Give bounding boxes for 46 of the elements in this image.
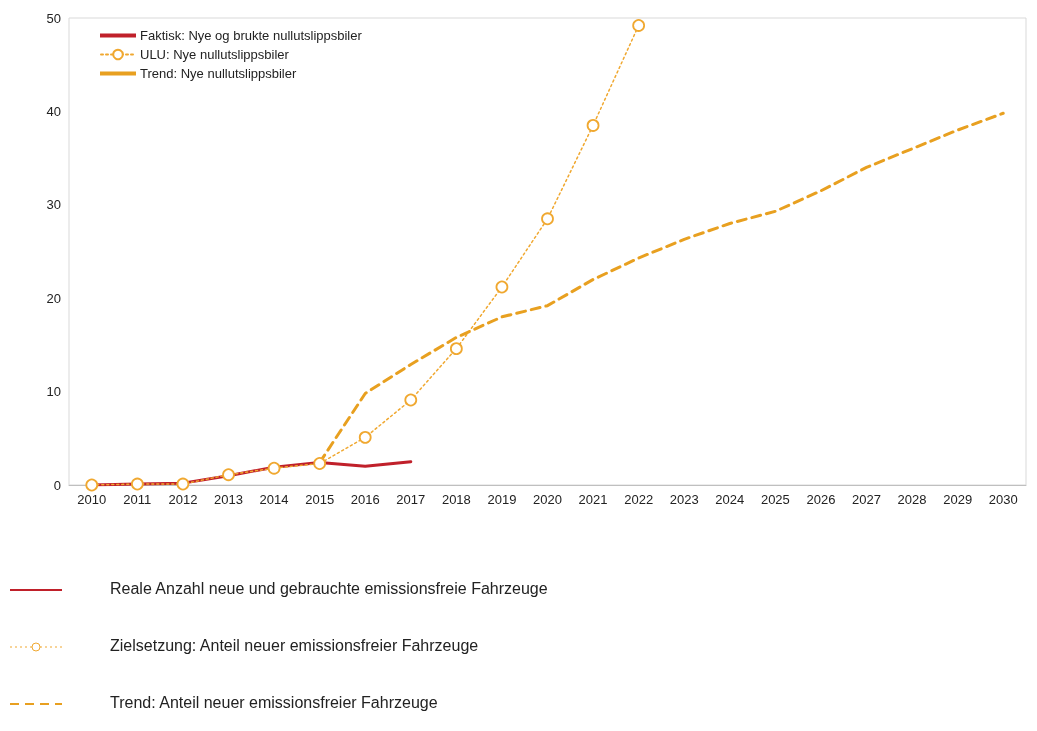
point	[267, 461, 281, 475]
x-tick-label: 2026	[806, 492, 836, 507]
point	[85, 478, 99, 492]
text: Zielsetzung: Anteil neuer emissionsfreier Fahrzeuge	[110, 637, 479, 655]
point	[130, 477, 144, 491]
x-tick-label: 2020	[533, 492, 562, 507]
point	[222, 468, 235, 482]
x-tick-label: 2015	[305, 492, 335, 507]
x-tick-label: 2022	[624, 492, 654, 507]
point	[586, 119, 600, 132]
point	[176, 477, 190, 491]
y-tick-label: 0	[53, 477, 61, 493]
x-tick-label: 2011	[123, 492, 152, 507]
x-tick-label: 2014	[259, 492, 289, 507]
x-tick-label: 2030	[988, 492, 1018, 507]
point	[449, 342, 463, 356]
x-tick-label: 2024	[715, 492, 745, 507]
x-tick-label: 2018	[441, 492, 471, 507]
x-tick-label: 2027	[852, 492, 881, 507]
point	[495, 280, 509, 294]
point	[313, 457, 327, 470]
legend-label: Trend: Nye nullutslippsbiler	[140, 66, 297, 81]
x-tick-label: 2025	[760, 492, 790, 507]
x-tick-label: 2021	[578, 492, 608, 507]
y-tick-label: 10	[46, 384, 61, 400]
x-tick-label: 2012	[168, 492, 198, 507]
point	[541, 212, 554, 226]
x-tick-label: 2016	[350, 492, 380, 507]
legend-label: ULU: Nye nullutslippsbiler	[140, 47, 290, 62]
point	[404, 393, 418, 407]
x-tick-label: 2019	[487, 492, 517, 507]
x-tick-label: 2013	[214, 492, 243, 507]
x-tick-label: 2023	[669, 492, 699, 507]
point	[358, 430, 372, 444]
x-tick-label: 2017	[396, 492, 426, 507]
text: Reale Anzahl neue und gebrauchte emissionsfreie Fahrzeuge	[110, 580, 548, 598]
point	[632, 19, 646, 32]
legend-label: Faktisk: Nye og brukte nullutslippsbiler	[140, 28, 363, 43]
y-tick-label: 30	[46, 197, 61, 213]
y-tick-label: 40	[46, 103, 61, 119]
text: Trend: Anteil neuer emissionsfreier Fahrzeuge	[110, 694, 438, 712]
y-tick-label: 50	[46, 10, 61, 26]
x-tick-label: 2029	[943, 492, 973, 507]
y-tick-label: 20	[46, 290, 61, 306]
x-tick-label: 2028	[897, 492, 927, 507]
x-tick-label: 2010	[77, 492, 107, 507]
